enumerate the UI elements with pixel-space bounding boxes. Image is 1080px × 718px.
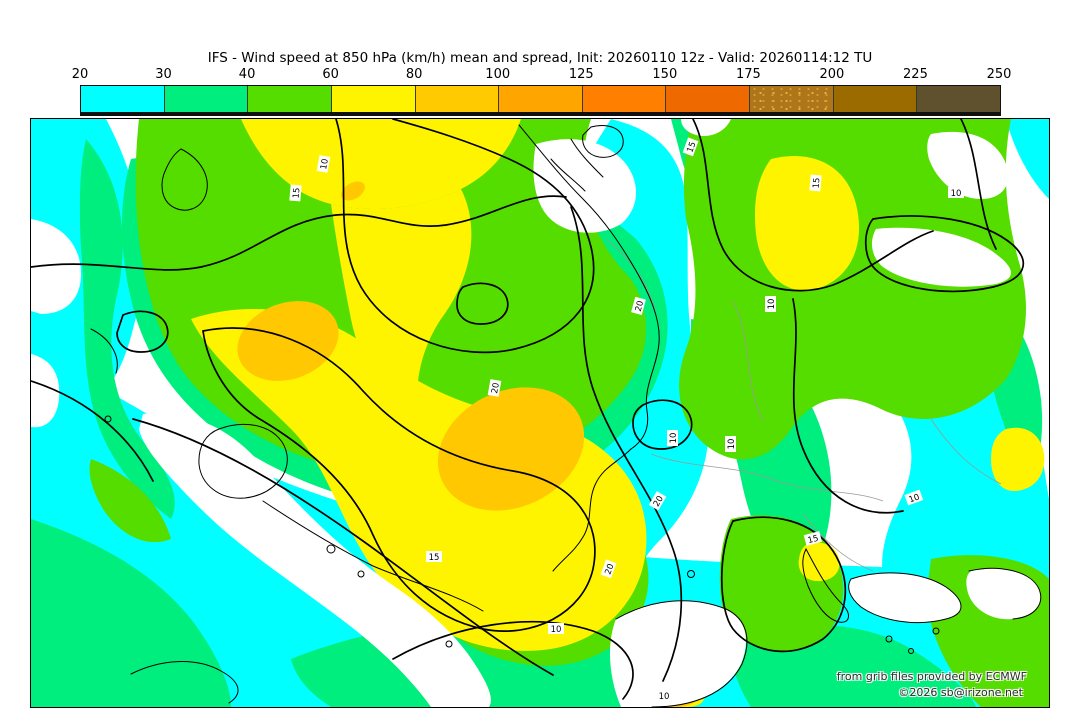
map-title: IFS - Wind speed at 850 hPa (km/h) mean … [207,50,873,66]
svg-text:15: 15 [429,553,440,563]
coastline-layer [90,124,1042,707]
svg-text:10: 10 [551,625,562,635]
svg-text:20: 20 [634,300,646,313]
svg-text:10: 10 [908,492,922,505]
svg-text:10: 10 [669,433,679,444]
svg-text:10: 10 [767,299,777,310]
contour-label: 15 [426,551,442,563]
contour-label: 15 [803,531,823,546]
contour-layer [31,119,1024,700]
svg-text:20: 20 [603,563,616,577]
colorbar-segment-225-250 [917,86,1001,112]
svg-text:10: 10 [727,439,737,450]
contour-label: 15 [289,184,303,202]
colorbar-tick: 60 [322,67,339,82]
wind-map: 10 15 15 15 10 10 20 20 10 10 20 15 20 10 10 15 10 from … [30,118,1050,708]
contour-label: 20 [648,491,667,511]
contour-label: 10 [904,489,924,505]
credits-copyright: ©2026 sb@irizone.net [898,686,1023,699]
colorbar-segment-150-175 [666,86,751,112]
colorbar-ticks: 20 30 40 60 80 100 125 150 175 200 225 250 [0,67,1080,83]
colorbar-tick: 80 [405,67,423,82]
svg-text:15: 15 [292,187,303,199]
contour-label: 10 [765,296,777,312]
colorbar-segment-200-225 [833,86,918,112]
colorbar-tick: 150 [652,67,678,82]
contour-labels-layer: 10 15 15 15 10 10 20 20 10 10 20 15 20 10 10 15 10 [289,137,964,702]
colorbar-segment-40-60 [248,86,332,112]
colorbar-segment-80-100 [415,86,500,112]
svg-text:10: 10 [951,189,962,199]
contour-label: 15 [809,174,823,192]
colorbar-tick: 225 [903,67,928,82]
contour-label: 20 [600,559,616,579]
wind-fill-yellow-layer [191,119,1045,707]
svg-text:20: 20 [652,494,666,508]
colorbar-tick: 30 [155,67,172,82]
colorbar-segment-175-200 [750,86,834,112]
contour-label: 15 [682,137,698,157]
colorbar-segment-60-80 [331,86,416,112]
contour-label: 10 [316,155,331,173]
colorbar-segment-20-30 [81,86,165,112]
colorbar [80,85,1001,116]
svg-text:20: 20 [490,382,502,394]
svg-text:10: 10 [659,692,670,702]
colorbar-tick: 250 [986,67,1012,82]
calm-areas-layer [31,119,1041,707]
contour-label: 10 [548,623,564,635]
colorbar-tick: 40 [238,67,256,82]
contour-label: 20 [487,379,502,397]
contour-label: 10 [948,187,964,199]
border-lines-layer [605,238,1002,572]
svg-text:15: 15 [807,534,820,546]
credits-source: from grib files provided by ECMWF [836,670,1027,683]
contour-label: 10 [725,436,737,452]
contour-label: 10 [656,690,672,702]
svg-text:15: 15 [685,141,698,155]
colorbar-tick: 175 [735,67,761,82]
svg-text:15: 15 [812,177,823,189]
colorbar-tick: 100 [485,67,511,82]
colorbar-segment-30-40 [164,86,249,112]
colorbar-tick: 20 [71,67,89,82]
contour-label: 10 [667,430,679,446]
colorbar-segment-100-125 [499,86,583,112]
svg-text:10: 10 [319,158,331,170]
colorbar-tick: 200 [819,67,845,82]
contour-label: 20 [631,296,646,316]
colorbar-segment-125-150 [582,86,667,112]
colorbar-tick: 125 [568,67,594,82]
